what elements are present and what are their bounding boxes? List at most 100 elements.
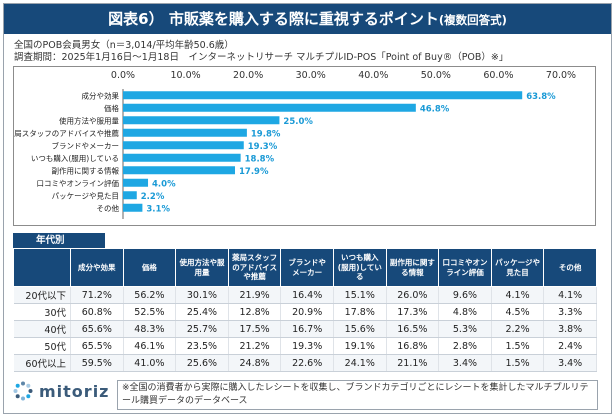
age-table-cell: 24.8% [228,354,282,372]
x-tick-label: 40.0% [358,70,388,81]
age-table-header: 口コミやオン ライン評価 [438,248,492,287]
bar [123,166,236,175]
age-table-cell: 71.2% [70,286,124,304]
age-row-label: 60代以上 [13,354,71,372]
bar-chart-panel: 0.0% 10.0% 20.0% 30.0% 40.0% 50.0% 60.0% 70.0% 成… [13,66,596,226]
age-table-cell: 3.4% [543,354,597,372]
value-label: 46.8% [420,104,450,114]
age-table-tab: 年代別 [13,233,105,248]
age-table-cell: 3.4% [438,354,492,372]
age-table-cell: 46.1% [123,337,177,355]
age-table-row: 20代以下 71.2% 56.2% 30.1% 21.9% 16.4% 15.1% 26.0%… [13,286,597,304]
age-table-cell: 21.2% [228,337,282,355]
age-table-cell: 25.4% [175,303,229,321]
age-table-header: 成分や効果 [70,248,124,287]
age-table-row: 60代以上 59.5% 41.0% 25.6% 24.8% 22.6% 24.1% 21.1%… [13,354,597,372]
value-label: 2.2% [141,192,165,202]
age-table-cell: 16.5% [386,320,440,338]
age-row-label: 20代以下 [13,286,71,304]
age-table-cell: 23.5% [175,337,229,355]
age-row-label: 30代 [13,303,71,321]
title-sub: (複数回答式) [438,13,507,27]
age-table-cell: 2.4% [543,337,597,355]
bar [123,153,241,162]
value-label: 3.1% [146,204,170,214]
footnote: ※全国の消費者から実際に購入したレシートを収集し、ブランドカテゴリごとにレシート… [117,380,598,410]
age-table-cell: 4.1% [491,286,545,304]
age-table-cell: 25.6% [175,354,229,372]
value-label: 17.9% [239,167,269,177]
age-table-corner [13,248,71,287]
bar [123,128,247,137]
age-table-cell: 16.4% [280,286,334,304]
bar [123,141,244,150]
age-table-cell: 16.7% [280,320,334,338]
age-table-cell: 1.5% [491,354,545,372]
age-table-cell: 24.1% [333,354,387,372]
x-tick-label: 70.0% [546,70,576,81]
age-table-header: パッケージや 見た目 [490,248,545,287]
age-table-cell: 17.5% [228,320,282,338]
age-table-header: いつも購入 (服用)している [332,248,387,287]
age-table-cell: 30.1% [175,286,229,304]
age-table-cell: 48.3% [123,320,177,338]
category-label: 薬局スタッフのアドバイスや推薦 [14,128,119,138]
age-table-cell: 17.3% [386,303,440,321]
age-table-cell: 9.6% [438,286,492,304]
category-label: 成分や効果 [82,90,120,100]
bar [123,91,523,100]
age-table-header-row: 成分や効果 価格 使用方法や服 用量 薬局スタッフ のアドバイス や推薦 ブランドや メーカーい… [13,248,597,287]
age-table-cell: 16.8% [386,337,440,355]
age-table-cell: 2.2% [491,320,545,338]
x-tick-label: 50.0% [421,70,451,81]
age-table-cell: 19.1% [333,337,387,355]
age-table-cell: 20.9% [280,303,334,321]
x-tick-label: 20.0% [233,70,263,81]
age-table: 成分や効果 価格 使用方法や服 用量 薬局スタッフ のアドバイス や推薦 ブランドや メーカーい… [13,248,597,372]
x-tick-label: 60.0% [483,70,513,81]
age-table-header: 副作用に関す る情報 [385,248,440,287]
category-label: 価格 [104,103,119,113]
age-table-row: 30代 60.8% 52.5% 25.4% 12.8% 20.9% 17.8% 17.3% 4.… [13,303,597,321]
age-table-cell: 5.3% [438,320,492,338]
age-table-cell: 3.3% [543,303,597,321]
age-table-row: 40代 65.6% 48.3% 25.7% 17.5% 16.7% 15.6% 16.5% 5.… [13,320,597,338]
age-row-label: 40代 [13,320,71,338]
sample-info: 全国のPOB会員男女（n＝3,014/平均年齢50.6歳） [14,40,234,51]
age-table-cell: 15.1% [333,286,387,304]
age-table-header: その他 [543,248,597,287]
age-table-cell: 17.8% [333,303,387,321]
age-table-header: 薬局スタッフ のアドバイス や推薦 [227,248,282,287]
bar [123,203,143,212]
value-label: 25.0% [283,117,313,127]
age-table-cell: 21.1% [386,354,440,372]
x-tick-label: 0.0% [111,70,135,81]
age-table-cell: 4.5% [491,303,545,321]
value-label: 19.8% [251,129,281,139]
age-table-cell: 59.5% [70,354,124,372]
age-table-cell: 12.8% [228,303,282,321]
dot-ring-icon [13,381,33,401]
age-table-cell: 26.0% [386,286,440,304]
age-table-cell: 4.1% [543,286,597,304]
survey-period: 調査期間：2025年1月16日～1月18日 インターネットリサーチ マルチプルI… [14,52,509,63]
category-label: 副作用に関する情報 [52,165,120,175]
category-label: ブランドやメーカー [52,140,120,150]
age-table-row: 50代 65.5% 46.1% 23.5% 21.2% 19.3% 19.1% 16.8% 2.… [13,337,597,355]
age-table-header: ブランドや メーカー [280,248,334,287]
age-table-cell: 65.5% [70,337,124,355]
age-table-cell: 3.8% [543,320,597,338]
value-label: 4.0% [152,179,176,189]
age-table-cell: 21.9% [228,286,282,304]
age-table-cell: 2.8% [438,337,492,355]
age-table-cell: 1.5% [491,337,545,355]
age-table-cell: 15.6% [333,320,387,338]
brand-logo: mitoriz [12,380,109,402]
bar [123,178,149,187]
age-table-cell: 60.8% [70,303,124,321]
age-table-cell: 4.8% [438,303,492,321]
value-label: 19.3% [248,142,278,152]
age-table-cell: 52.5% [123,303,177,321]
age-table-cell: 56.2% [123,286,177,304]
category-label: 使用方法や服用量 [59,115,119,125]
